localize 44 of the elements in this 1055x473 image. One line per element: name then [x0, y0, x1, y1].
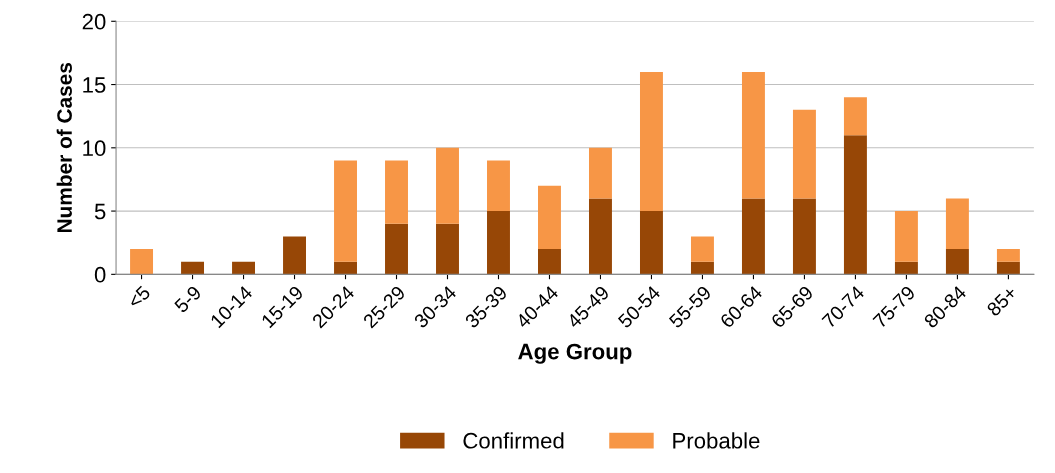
bar — [487, 211, 510, 275]
bar — [334, 261, 357, 275]
x-tick-label: 5-9 — [173, 285, 202, 314]
x-axis-title: Age Group — [518, 343, 632, 364]
y-tick-label: 20 — [82, 13, 106, 30]
bar — [945, 198, 969, 250]
bar — [996, 261, 1020, 275]
y-tick-label: 15 — [83, 77, 106, 93]
bar — [130, 249, 154, 275]
bar — [589, 198, 612, 275]
bar — [436, 223, 459, 275]
bar — [843, 97, 867, 136]
bar — [792, 198, 816, 275]
bar — [792, 109, 816, 199]
bar — [996, 249, 1020, 262]
bar — [894, 261, 918, 275]
bar — [487, 160, 510, 212]
x-tick-label: <5 — [127, 285, 152, 310]
bar — [639, 71, 663, 212]
y-tick-label: 10 — [83, 140, 106, 157]
bar — [436, 147, 459, 224]
bar — [283, 236, 306, 275]
bar — [945, 249, 969, 275]
legend-label: Confirmed — [463, 432, 564, 449]
bar — [741, 198, 765, 275]
bar — [639, 211, 663, 275]
x-tick-label: 85+ — [986, 285, 1018, 317]
bar — [385, 223, 408, 275]
bar — [232, 261, 255, 275]
bar — [843, 135, 867, 275]
y-tick-label: 5 — [94, 203, 106, 220]
bar — [385, 160, 408, 224]
bar — [894, 211, 918, 262]
bar — [538, 185, 561, 250]
bar — [181, 261, 205, 275]
bar — [589, 147, 612, 199]
legend-label: Probable — [673, 432, 760, 449]
bar — [538, 249, 561, 275]
bar — [334, 160, 357, 262]
bar — [690, 261, 714, 275]
y-tick-label: 0 — [94, 266, 106, 283]
y-axis-title: Number of Cases — [56, 62, 72, 233]
bar — [741, 71, 765, 199]
bar — [690, 236, 714, 262]
